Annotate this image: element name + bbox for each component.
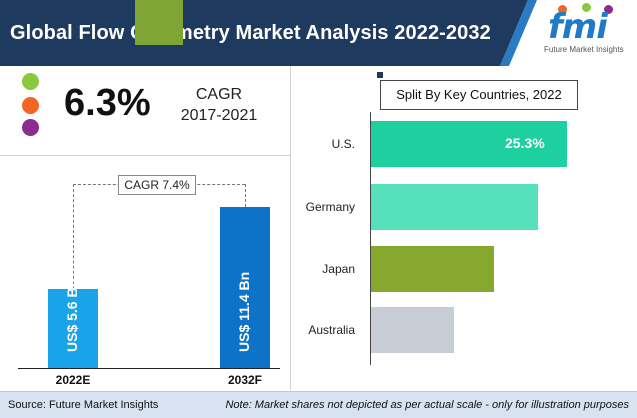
split-marker bbox=[377, 72, 383, 78]
logo-word: fmi bbox=[548, 7, 608, 47]
country-bar-4 bbox=[371, 307, 454, 353]
cagr-connector-right bbox=[245, 184, 246, 207]
legend-dot-purple bbox=[22, 119, 39, 136]
logo-dot-orange bbox=[558, 5, 567, 14]
page-title: Global Flow Cytometry Market Analysis 20… bbox=[10, 22, 491, 44]
divider-vertical bbox=[290, 66, 291, 390]
waterfall-data-label: US$ 5.6 Bn bbox=[64, 278, 80, 352]
split-title: Split By Key Countries, 2022 bbox=[380, 80, 578, 110]
logo-dot-purple bbox=[604, 5, 613, 14]
cagr-annotation: CAGR 7.4% bbox=[118, 175, 196, 195]
logo-subtitle: Future Market Insights bbox=[544, 45, 624, 54]
country-bar-axis bbox=[370, 112, 371, 365]
legend-dot-green bbox=[22, 73, 39, 90]
waterfall-data-label: US$ 11.4 Bn bbox=[236, 271, 252, 352]
country-bar-2 bbox=[371, 184, 538, 230]
cagr-period: 2017-2021 bbox=[180, 107, 258, 124]
cagr-label: CAGR bbox=[195, 86, 243, 103]
waterfall-category-label: 2022E bbox=[55, 373, 91, 387]
country-label: Germany bbox=[305, 200, 355, 214]
title-banner-shape bbox=[0, 0, 537, 66]
logo-dot-green bbox=[582, 3, 591, 12]
waterfall-axis bbox=[18, 368, 280, 369]
cagr-connector-left bbox=[73, 184, 74, 289]
title-banner: Global Flow Cytometry Market Analysis 20… bbox=[0, 0, 637, 66]
divider-horizontal bbox=[0, 155, 290, 156]
country-bar-value: 25.3% bbox=[504, 135, 545, 151]
waterfall-bar-3 bbox=[220, 206, 270, 368]
footer-note: Note: Market shares not depicted as per … bbox=[225, 399, 629, 411]
waterfall-bar-2 bbox=[135, 0, 183, 45]
waterfall-category-label: 2032F bbox=[227, 373, 263, 387]
country-bar-1 bbox=[371, 121, 567, 167]
footer-source: Source: Future Market Insights bbox=[8, 399, 159, 411]
country-bar-3 bbox=[371, 246, 495, 292]
country-label: U.S. bbox=[331, 137, 355, 151]
footer: Source: Future Market Insights Note: Mar… bbox=[0, 391, 637, 418]
country-label: Japan bbox=[322, 262, 355, 276]
cagr-value: 6.3% bbox=[64, 82, 151, 124]
waterfall-bar-1 bbox=[48, 288, 98, 368]
country-label: Australia bbox=[308, 323, 355, 337]
fmi-logo: fmi Future Market Insights bbox=[540, 2, 634, 60]
legend-dot-orange bbox=[22, 97, 39, 114]
